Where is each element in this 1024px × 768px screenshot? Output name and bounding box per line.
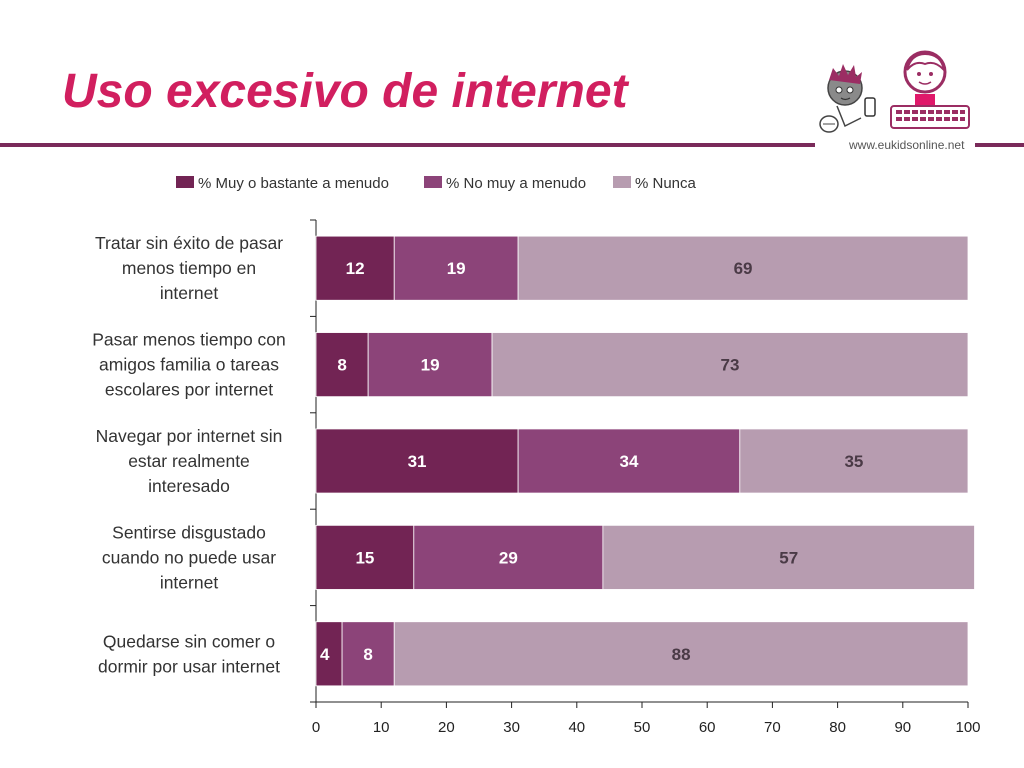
bar-segment (393, 621, 969, 687)
category-label: Navegar por internet sin estar realmente i… (96, 426, 283, 496)
data-label: 12 (346, 259, 365, 278)
bar-segment (491, 332, 969, 398)
data-label: 19 (421, 356, 440, 375)
bar-segment (315, 524, 415, 590)
eukidsonline-logo (819, 50, 970, 133)
data-label: 88 (672, 645, 691, 664)
x-tick-label: 0 (312, 719, 320, 736)
data-label: 4 (320, 645, 330, 664)
legend-swatch (176, 176, 194, 188)
bar-segment (602, 524, 975, 590)
x-tick-label: 80 (829, 719, 846, 736)
data-label: 15 (355, 548, 374, 567)
x-tick-label: 20 (438, 719, 455, 736)
x-tick-label: 50 (634, 719, 651, 736)
x-tick-label: 100 (955, 719, 980, 736)
legend-swatch (424, 176, 442, 188)
data-label: 35 (844, 452, 863, 471)
x-tick-label: 40 (568, 719, 585, 736)
data-label: 8 (337, 356, 346, 375)
bar-segment (393, 235, 519, 301)
bar-segment (315, 428, 519, 494)
category-label: Pasar menos tiempo con amigos familia o t… (92, 330, 286, 400)
legend-label: % Muy o bastante a menudo (198, 175, 389, 192)
bar-segment (517, 428, 741, 494)
data-label: 8 (363, 645, 372, 664)
x-tick-label: 10 (373, 719, 390, 736)
title-rule-left (0, 143, 815, 147)
data-label: 69 (734, 259, 753, 278)
data-label: 73 (721, 356, 740, 375)
x-tick-label: 60 (699, 719, 716, 736)
category-label: Tratar sin éxito de pasar menos tiempo en… (95, 233, 283, 303)
bar-segment (739, 428, 969, 494)
category-label: Quedarse sin comer o dormir por usar inte… (98, 631, 280, 676)
x-tick-label: 30 (503, 719, 520, 736)
title-rule-right (975, 143, 1024, 147)
data-label: 31 (408, 452, 427, 471)
bar-segment (315, 332, 369, 398)
data-label: 19 (447, 259, 466, 278)
boy-with-phone-icon (819, 64, 876, 133)
girl-at-keyboard-icon (890, 50, 970, 129)
bar-segment (517, 235, 969, 301)
x-tick-label: 90 (894, 719, 911, 736)
bar-segment (315, 235, 395, 301)
data-label: 57 (779, 548, 798, 567)
data-label: 34 (619, 452, 638, 471)
x-tick-label: 70 (764, 719, 781, 736)
slide-title: Uso excesivo de internet (62, 65, 628, 118)
bar-segment (367, 332, 493, 398)
legend-swatch (613, 176, 631, 188)
category-label: Sentirse disgustado cuando no puede usar i… (102, 522, 276, 592)
bar-segment (413, 524, 604, 590)
legend-label: % Nunca (635, 175, 697, 192)
legend-label: % No muy a menudo (446, 175, 586, 192)
data-label: 29 (499, 548, 518, 567)
website-url: www.eukidsonline.net (849, 138, 965, 152)
